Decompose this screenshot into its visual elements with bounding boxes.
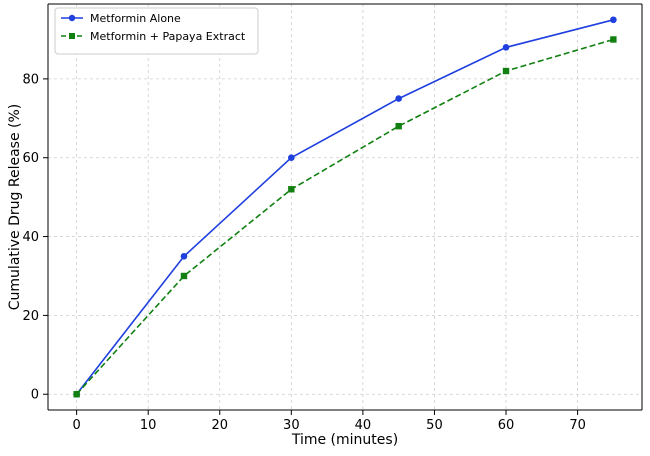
data-point <box>180 272 188 280</box>
series-line <box>75 19 614 395</box>
legend-label: Metformin Alone <box>90 12 181 25</box>
data-point <box>73 391 80 398</box>
data-point <box>502 44 510 51</box>
axes <box>47 3 643 411</box>
y-tick-label: 40 <box>22 230 39 245</box>
x-tick-label: 70 <box>569 418 586 433</box>
data-point <box>395 122 402 130</box>
x-tick-label: 10 <box>140 418 157 433</box>
series-line <box>76 38 614 395</box>
y-tick-label: 60 <box>22 151 39 166</box>
legend-marker <box>69 33 75 39</box>
series <box>73 16 617 398</box>
x-tick-label: 0 <box>72 418 80 433</box>
legend-box <box>54 7 259 55</box>
x-tick-label: 50 <box>426 418 443 433</box>
y-tick-label: 0 <box>31 388 39 403</box>
x-axis-label: Time (minutes) <box>291 432 398 448</box>
x-tick-label: 40 <box>355 418 372 433</box>
legend: Metformin Alone Metformin + Papaya Extrac… <box>54 7 259 55</box>
data-point <box>288 186 295 193</box>
data-point <box>180 252 188 260</box>
y-axis-label: Cumulative Drug Release (%) <box>7 104 23 310</box>
grid <box>48 4 642 410</box>
data-point <box>288 154 295 162</box>
legend-marker <box>68 14 76 22</box>
x-tick-label: 60 <box>498 418 515 433</box>
data-point <box>610 36 617 43</box>
data-point <box>502 67 510 75</box>
x-tick-label: 20 <box>211 418 228 433</box>
legend-label: Metformin + Papaya Extract <box>90 30 246 43</box>
x-tick-label: 30 <box>283 418 300 433</box>
series-1 <box>73 16 617 398</box>
data-point <box>395 95 402 102</box>
y-tick-label: 20 <box>22 309 39 324</box>
series-2 <box>73 36 617 398</box>
y-tick-label: 80 <box>22 72 39 87</box>
ticks: 0 10 20 30 40 50 60 70 0 20 40 60 80 <box>22 72 585 433</box>
data-point <box>610 16 617 24</box>
